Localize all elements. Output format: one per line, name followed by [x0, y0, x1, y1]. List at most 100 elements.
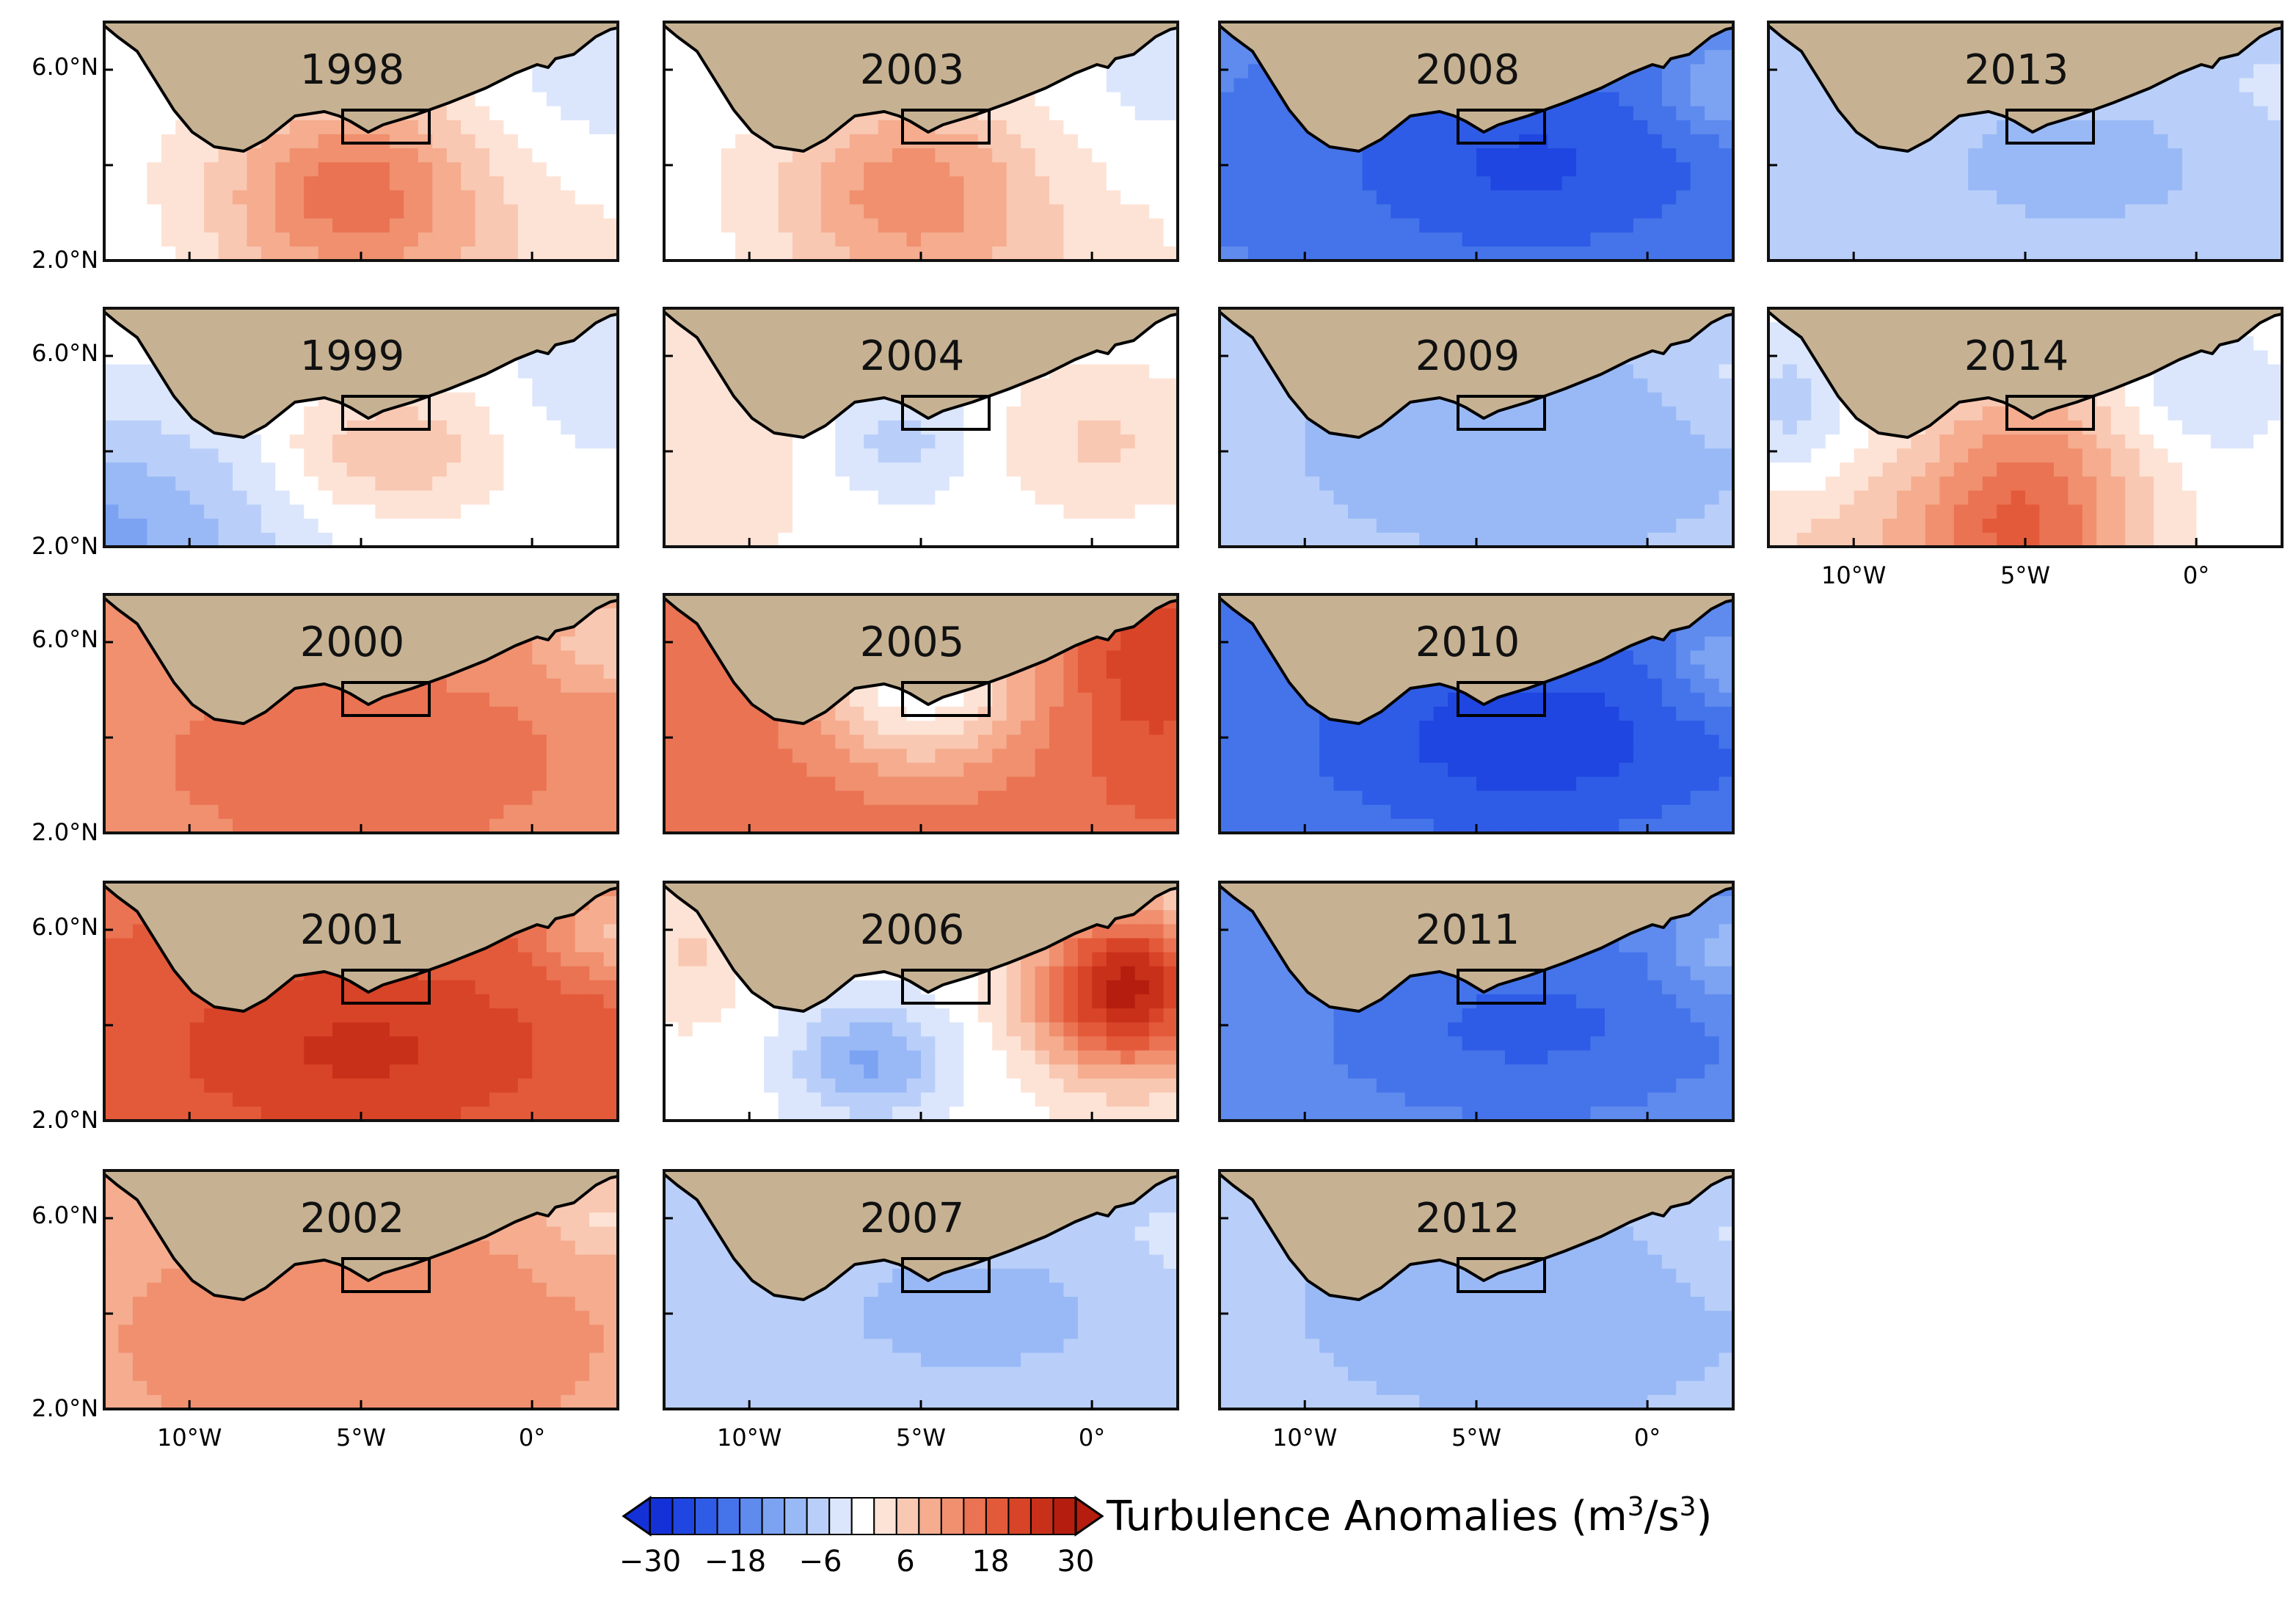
lon-label: 0° — [2183, 561, 2209, 589]
map-panel-2006: 2006 — [663, 881, 1179, 1122]
study-area-box — [2005, 395, 2095, 431]
land-mass — [664, 882, 1178, 1013]
study-area-box — [341, 109, 431, 145]
colorbar-tick-label: 6 — [896, 1545, 914, 1579]
colorbar-swatch — [806, 1497, 831, 1535]
map-panel-2000: 2000 6.0°N 2.0°N — [32, 593, 619, 846]
lon-label: 0° — [1634, 1424, 1661, 1452]
study-area-box — [1457, 109, 1546, 145]
colorbar-swatch — [895, 1497, 920, 1535]
year-label: 2006 — [860, 906, 965, 954]
year-label: 1998 — [300, 46, 405, 94]
year-label: 2009 — [1415, 332, 1520, 380]
colorbar-title: Turbulence Anomalies (m3/s3) — [1106, 1492, 1712, 1540]
lat-label: 6.0°N — [32, 339, 98, 367]
lat-label: 6.0°N — [32, 53, 98, 81]
study-area-box — [341, 681, 431, 717]
study-area-box — [901, 969, 991, 1005]
year-label: 2008 — [1415, 46, 1520, 94]
map-panel-2012: 2012 10°W 5°W 0° — [1218, 1169, 1735, 1452]
lon-label: 5°W — [336, 1424, 386, 1452]
colorbar-swatch — [761, 1497, 786, 1535]
year-label: 2010 — [1415, 619, 1520, 666]
land-mass — [104, 594, 618, 725]
land-mass — [1768, 22, 2282, 153]
colorbar-tick-label: 18 — [972, 1545, 1010, 1579]
land-mass — [104, 308, 618, 439]
land-mass — [1220, 882, 1733, 1013]
land-mass — [664, 308, 1178, 439]
lon-label: 10°W — [717, 1424, 781, 1452]
year-label: 2014 — [1964, 332, 2069, 380]
map-panel-2003: 2003 — [663, 21, 1179, 262]
colorbar-swatch — [739, 1497, 763, 1535]
study-area-box — [901, 109, 991, 145]
year-label: 2001 — [300, 906, 405, 954]
study-area-box — [1457, 395, 1546, 431]
map-panel-2009: 2009 — [1218, 307, 1735, 548]
map-panel-2014: 2014 10°W 5°W 0° — [1767, 307, 2284, 589]
land-mass — [104, 882, 618, 1013]
study-area-box — [1457, 969, 1546, 1005]
map-panel-2011: 2011 — [1218, 881, 1735, 1122]
land-mass — [1220, 308, 1733, 439]
lat-label: 2.0°N — [32, 246, 98, 274]
colorbar-tick-label: 30 — [1057, 1545, 1095, 1579]
colorbar-swatch — [940, 1497, 965, 1535]
colorbar-swatch — [985, 1497, 1010, 1535]
lon-label: 10°W — [1272, 1424, 1337, 1452]
colorbar-swatch — [1052, 1497, 1076, 1535]
study-area-box — [341, 395, 431, 431]
map-panel-1999: 1999 6.0°N 2.0°N — [32, 307, 619, 560]
land-mass — [1220, 594, 1733, 725]
lat-label: 6.0°N — [32, 913, 98, 941]
land-mass — [664, 594, 1178, 725]
colorbar-swatch — [1029, 1497, 1054, 1535]
colorbar-swatch — [716, 1497, 741, 1535]
study-area-box — [1457, 681, 1546, 717]
colorbar-swatch — [828, 1497, 853, 1535]
lat-label: 2.0°N — [32, 1394, 98, 1422]
year-label: 2012 — [1415, 1195, 1520, 1242]
colorbar-low-arrow — [622, 1496, 652, 1537]
lat-label: 6.0°N — [32, 1201, 98, 1229]
map-panel-2013: 2013 — [1767, 21, 2284, 262]
colorbar-swatch — [1007, 1497, 1032, 1535]
colorbar-swatch — [850, 1497, 875, 1535]
year-label: 1999 — [300, 332, 405, 380]
map-panel-2002: 2002 6.0°N 2.0°N 10°W 5°W 0° — [32, 1169, 619, 1452]
land-mass — [1768, 308, 2282, 439]
colorbar-tick-label: −30 — [619, 1545, 681, 1579]
lon-label: 5°W — [1451, 1424, 1501, 1452]
lat-label: 2.0°N — [32, 532, 98, 560]
map-panel-2007: 2007 10°W 5°W 0° — [663, 1169, 1179, 1452]
map-panel-2001: 2001 6.0°N 2.0°N — [32, 881, 619, 1134]
land-mass — [104, 22, 618, 153]
colorbar-tick-label: −18 — [704, 1545, 766, 1579]
colorbar: −30 −18 −6 6 18 30 Turbulence Anomalies (m3/s3… — [619, 1492, 1713, 1579]
colorbar-swatch — [694, 1497, 718, 1535]
land-mass — [1220, 22, 1733, 153]
study-area-box — [901, 1257, 991, 1293]
colorbar-swatch — [873, 1497, 897, 1535]
colorbar-tick-label: −6 — [799, 1545, 842, 1579]
colorbar-swatch — [784, 1497, 808, 1535]
study-area-box — [2005, 109, 2095, 145]
year-label: 2013 — [1964, 46, 2069, 94]
land-mass — [664, 1170, 1178, 1301]
study-area-box — [341, 969, 431, 1005]
year-label: 2005 — [860, 619, 965, 666]
colorbar-swatch — [671, 1497, 696, 1535]
year-label: 2003 — [860, 46, 965, 94]
colorbar-swatch — [649, 1497, 674, 1535]
land-mass — [664, 22, 1178, 153]
lat-label: 2.0°N — [32, 1106, 98, 1134]
map-panels: 1998 6.0°N 2.0°N 1999 6.0°N 2.0°N 2000 6.0°N 2.0… — [32, 21, 2284, 1452]
colorbar-high-arrow — [1074, 1496, 1104, 1537]
map-panel-2008: 2008 — [1218, 21, 1735, 262]
land-mass — [104, 1170, 618, 1301]
lon-label: 10°W — [1821, 561, 1886, 589]
lon-label: 5°W — [896, 1424, 946, 1452]
lon-label: 0° — [519, 1424, 545, 1452]
